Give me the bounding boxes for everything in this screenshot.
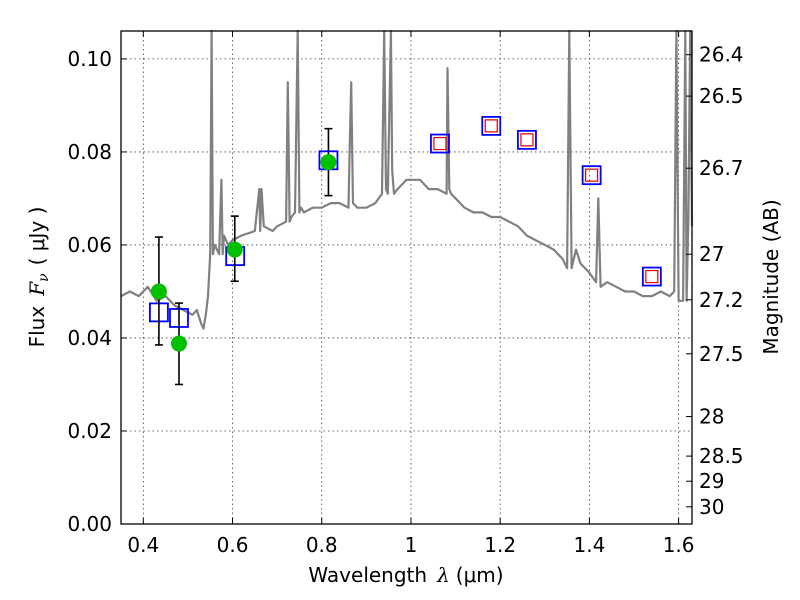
synthetic-photometry-point: [645, 269, 659, 284]
x-tick-label: 0.4: [127, 533, 159, 557]
right-tick-label: 27: [699, 242, 724, 266]
right-tick-label: 26.4: [699, 43, 744, 67]
right-tick-label: 29: [699, 469, 724, 493]
plot-frame: [120, 30, 693, 525]
observed-point: [150, 283, 167, 300]
right-tick-label: 27.2: [699, 288, 744, 312]
observed-point: [170, 335, 187, 352]
y-axis-ticks: 0.00 0.02 0.04 0.06 0.08 0.10: [67, 47, 127, 536]
grid-lines: [121, 31, 692, 525]
model-spectrum-series: [120, 29, 694, 330]
x-tick-label: 0.6: [217, 533, 249, 557]
observed-point: [226, 241, 243, 258]
y-tick-label: 0.02: [67, 419, 112, 443]
x-tick-label: 1.6: [663, 533, 695, 557]
synthetic-photometry-point: [520, 133, 534, 147]
x-tick-label: 1: [405, 533, 418, 557]
y-tick-label: 0.10: [67, 47, 112, 71]
x-axis-ticks: 0.4 0.6 0.8 1 1.2 1.4 1.6: [127, 31, 695, 557]
right-tick-label: 26.5: [699, 84, 744, 108]
model-photometry-series: [149, 115, 662, 328]
synthetic-photometry-point: [433, 136, 447, 151]
synthetic-photometry-point: [484, 119, 498, 133]
model-photometry-point: [481, 115, 502, 136]
right-tick-label: 28.5: [699, 444, 744, 468]
right-tick-label: 26.7: [699, 156, 744, 180]
right-axis-title: Magnitude (AB): [759, 199, 783, 354]
y-tick-label: 0.00: [67, 512, 112, 536]
synthetic-photometry-point: [585, 168, 599, 182]
observed-photometry-series: [150, 127, 337, 386]
x-tick-label: 0.8: [306, 533, 338, 557]
y-axis-title: FluxFν( μJy ): [25, 207, 52, 348]
right-tick-label: 27.5: [699, 342, 744, 366]
model-photometry-point: [581, 165, 602, 186]
model-photometry-point: [641, 266, 662, 287]
x-tick-label: 1.2: [484, 533, 516, 557]
x-axis-title: Wavelength λ (μm): [308, 563, 503, 587]
model-photometry-point: [517, 129, 537, 150]
observed-point: [320, 154, 337, 171]
synthetic-photometry-series: [433, 119, 659, 284]
spectrum-line: [120, 29, 694, 330]
y-tick-label: 0.08: [67, 140, 112, 164]
y-tick-label: 0.04: [67, 326, 112, 350]
model-photometry-point: [430, 133, 450, 154]
right-tick-label: 28: [699, 405, 724, 429]
y-tick-label: 0.06: [67, 233, 112, 257]
x-tick-label: 1.4: [573, 533, 605, 557]
right-tick-label: 30: [699, 495, 724, 519]
